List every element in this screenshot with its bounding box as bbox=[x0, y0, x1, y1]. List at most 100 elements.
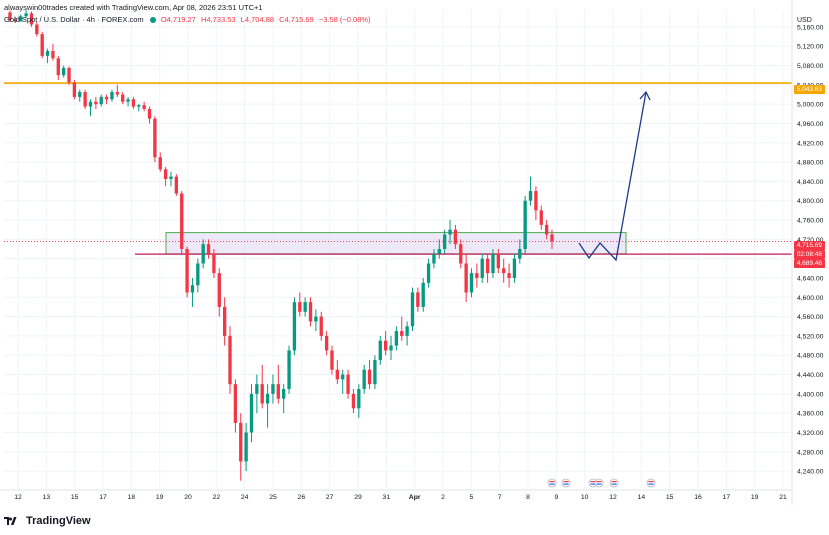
candle-body bbox=[362, 369, 366, 390]
change-value: −3.58 (−0.08%) bbox=[318, 15, 371, 24]
time-tick-label: 15 bbox=[666, 494, 674, 501]
flag-stripe bbox=[549, 481, 555, 483]
candle-body bbox=[400, 331, 404, 336]
flag-stripe bbox=[648, 481, 654, 483]
grid bbox=[4, 10, 790, 488]
candles bbox=[8, 10, 554, 481]
candle-body bbox=[163, 169, 168, 179]
time-tick-label: 8 bbox=[526, 494, 530, 501]
flag-stripe bbox=[596, 483, 602, 485]
us-flag-icon bbox=[609, 478, 619, 488]
market-open-dot-icon bbox=[149, 17, 156, 24]
time-tick-label: 7 bbox=[498, 494, 502, 501]
candle-body bbox=[110, 92, 114, 100]
candle-body bbox=[142, 105, 146, 109]
candle-body bbox=[421, 282, 425, 307]
candle-body bbox=[485, 258, 490, 274]
candle-body bbox=[217, 273, 221, 307]
time-tick-label: 10 bbox=[581, 494, 589, 501]
price-tick-label: 5,120.00 bbox=[797, 44, 824, 51]
candle-body bbox=[351, 393, 356, 409]
candle-body bbox=[222, 306, 227, 336]
projection bbox=[547, 90, 656, 488]
brand-name: TradingView bbox=[26, 515, 91, 527]
candle-body bbox=[303, 302, 307, 312]
candle-body bbox=[410, 292, 415, 327]
time-tick-label: 13 bbox=[43, 494, 51, 501]
candle-body bbox=[83, 92, 87, 107]
candle-body bbox=[72, 82, 77, 97]
candle-body bbox=[196, 263, 200, 286]
time-tick-label: 12 bbox=[14, 494, 22, 501]
candle-body bbox=[29, 13, 34, 25]
candle-body bbox=[308, 302, 313, 322]
candle-body bbox=[330, 350, 334, 370]
candle-body bbox=[260, 384, 264, 404]
candle-body bbox=[448, 229, 452, 235]
price-tick-label: 4,920.00 bbox=[797, 140, 824, 147]
countdown-tag: 02:08:48 bbox=[793, 250, 825, 259]
flag-stripe bbox=[590, 481, 596, 483]
time-tick-label: 24 bbox=[241, 494, 249, 501]
event-circle bbox=[646, 478, 656, 488]
candle-body bbox=[201, 244, 205, 264]
price-tick-label: 4,520.00 bbox=[797, 333, 824, 340]
time-tick-label: 19 bbox=[156, 494, 164, 501]
tradingview-logo[interactable]: TradingView bbox=[4, 515, 91, 527]
price-tick-label: 4,600.00 bbox=[797, 295, 824, 302]
demand-zone-box bbox=[165, 232, 627, 255]
time-tick-label: 16 bbox=[694, 494, 702, 501]
candle-body bbox=[405, 326, 409, 336]
candle-body bbox=[244, 432, 248, 462]
candle-body bbox=[550, 234, 554, 242]
candle-body bbox=[324, 335, 329, 351]
demand-zone bbox=[165, 232, 627, 255]
event-circle bbox=[594, 478, 604, 488]
time-tick-label: 29 bbox=[354, 494, 362, 501]
time-tick-label: 20 bbox=[184, 494, 192, 501]
creator-line: alwayswin00trades created with TradingVi… bbox=[4, 3, 263, 12]
event-flag-icon bbox=[547, 478, 557, 488]
price-tick-label: 4,240.00 bbox=[797, 469, 824, 476]
price-tick-label: 4,560.00 bbox=[797, 314, 824, 321]
low-value: L4,704.88 bbox=[240, 15, 275, 24]
candle-body bbox=[512, 258, 517, 278]
time-tick-label: 5 bbox=[469, 494, 473, 501]
time-tick-label: 9 bbox=[554, 494, 558, 501]
price-tick-label: 4,800.00 bbox=[797, 198, 824, 205]
candle-body bbox=[523, 200, 527, 249]
candle-body bbox=[19, 16, 23, 22]
candle-body bbox=[292, 302, 297, 351]
candle-body bbox=[137, 105, 141, 107]
candle-body bbox=[475, 273, 479, 278]
candle-body bbox=[67, 67, 71, 83]
time-tick-label: 14 bbox=[638, 494, 646, 501]
event-circle bbox=[561, 478, 571, 488]
projection-path bbox=[578, 91, 647, 262]
candle-body bbox=[298, 302, 302, 312]
time-tick-label: 25 bbox=[269, 494, 277, 501]
arrow-head-icon bbox=[639, 90, 651, 101]
flag-stripe bbox=[590, 483, 596, 485]
candle-body bbox=[78, 92, 82, 97]
flag-stripe bbox=[611, 483, 617, 485]
candle-body bbox=[287, 350, 291, 390]
price-tick-label: 4,400.00 bbox=[797, 391, 824, 398]
candle-body bbox=[121, 94, 125, 102]
candle-body bbox=[443, 234, 447, 249]
flag-stripe bbox=[611, 481, 617, 483]
price-tick-label: 4,640.00 bbox=[797, 275, 824, 282]
candle-body bbox=[496, 253, 501, 269]
candle-body bbox=[115, 92, 119, 95]
axes: USD5,160.005,120.005,080.005,040.005,000… bbox=[0, 0, 824, 505]
candle-body bbox=[180, 193, 184, 249]
close-value: C4,715.69 bbox=[279, 15, 314, 24]
candle-body bbox=[346, 374, 350, 394]
candle-body bbox=[528, 191, 533, 201]
tradingview-logo-icon bbox=[4, 517, 17, 525]
candle-body bbox=[367, 369, 372, 385]
candle-body bbox=[314, 316, 318, 322]
time-tick-label: 17 bbox=[723, 494, 731, 501]
